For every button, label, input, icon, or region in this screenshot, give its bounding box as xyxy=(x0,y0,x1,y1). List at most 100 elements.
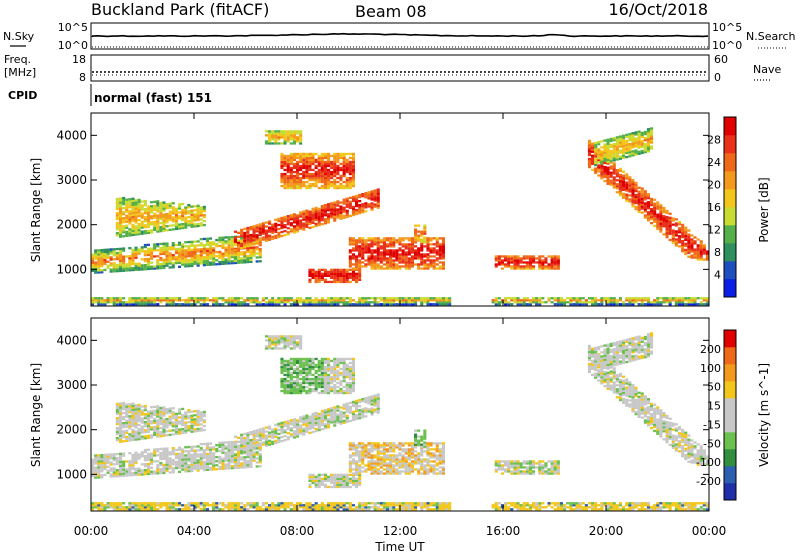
power-cell xyxy=(355,204,359,208)
power-cell xyxy=(184,241,188,244)
power-cell xyxy=(423,261,427,264)
power-cell xyxy=(255,226,259,229)
power-cell xyxy=(296,154,300,158)
power-cell xyxy=(159,205,163,209)
power-cell xyxy=(342,154,346,158)
power-cell xyxy=(665,211,669,215)
power-cell xyxy=(690,242,694,245)
power-cell xyxy=(227,262,231,265)
velocity-cell xyxy=(178,430,182,433)
power-cell xyxy=(407,301,411,304)
power-cell xyxy=(119,251,123,255)
power-cell xyxy=(370,251,374,254)
power-cell xyxy=(296,184,300,188)
power-cell xyxy=(625,299,629,302)
power-cell xyxy=(128,230,132,233)
power-cell xyxy=(528,261,532,264)
power-cell xyxy=(376,194,380,197)
power-cell xyxy=(323,186,327,190)
power-cell xyxy=(205,253,209,257)
velocity-cell xyxy=(91,464,95,468)
velocity-cell xyxy=(181,466,185,469)
power-cell xyxy=(618,299,622,302)
velocity-cell xyxy=(146,508,150,511)
velocity-cell xyxy=(205,454,209,458)
power-cell xyxy=(140,214,144,217)
power-cell xyxy=(122,265,126,268)
power-cell xyxy=(367,237,371,240)
velocity-cell xyxy=(94,474,98,477)
velocity-cell xyxy=(165,434,169,437)
velocity-cell xyxy=(140,413,144,416)
power-cell xyxy=(392,299,396,302)
power-cell xyxy=(143,260,147,263)
power-cell xyxy=(277,132,281,135)
power-cell xyxy=(227,248,231,251)
velocity-cell xyxy=(168,415,172,418)
velocity-cell xyxy=(159,463,163,467)
power-cell xyxy=(342,270,346,274)
power-cell xyxy=(162,264,166,268)
power-cell xyxy=(330,208,334,211)
velocity-cell xyxy=(178,466,182,470)
power-cell xyxy=(690,297,694,300)
power-cell xyxy=(165,297,169,300)
power-cell xyxy=(435,263,439,266)
velocity-cell xyxy=(153,433,157,437)
power-cell xyxy=(240,244,244,248)
velocity-cell xyxy=(261,429,265,432)
power-cell xyxy=(106,256,110,259)
velocity-cell xyxy=(91,466,95,470)
power-cell xyxy=(351,154,355,158)
velocity-cell xyxy=(233,466,237,470)
power-cell xyxy=(323,174,327,178)
power-cell xyxy=(600,173,604,176)
power-cell xyxy=(591,146,595,149)
power-cell xyxy=(674,301,678,304)
power-cell xyxy=(345,205,349,208)
velocity-cell xyxy=(246,508,250,511)
power-cell xyxy=(615,152,619,155)
power-cell xyxy=(323,204,327,207)
power-cell xyxy=(286,223,290,226)
velocity-cell xyxy=(249,453,253,457)
power-cell xyxy=(404,245,408,248)
velocity-cell xyxy=(122,470,126,473)
power-cell xyxy=(640,187,644,190)
velocity-cell xyxy=(196,502,200,505)
power-cell xyxy=(348,164,352,168)
power-cell xyxy=(314,301,318,304)
power-cell xyxy=(622,301,626,304)
power-cell xyxy=(292,229,296,232)
power-cell xyxy=(370,241,374,244)
power-cell xyxy=(97,299,101,302)
power-cell xyxy=(640,133,644,137)
power-cell xyxy=(134,203,138,206)
velocity-cell xyxy=(218,449,222,453)
power-cell xyxy=(386,239,390,242)
power-cell xyxy=(112,299,116,302)
power-cell xyxy=(162,213,166,216)
velocity-cell xyxy=(140,455,144,458)
velocity-cell xyxy=(202,502,206,505)
power-cell xyxy=(122,261,126,264)
power-cell xyxy=(181,249,185,252)
power-cell xyxy=(609,167,613,170)
velocity-cell xyxy=(246,439,250,443)
velocity-cell xyxy=(277,339,281,342)
power-cell xyxy=(308,301,312,304)
power-cell xyxy=(128,261,132,264)
velocity-cell xyxy=(156,431,160,434)
power-cell xyxy=(296,164,300,168)
power-cell xyxy=(131,262,135,266)
power-cell xyxy=(330,184,334,188)
velocity-cell xyxy=(106,455,110,458)
power-cell xyxy=(193,256,197,259)
power-cell xyxy=(283,297,287,300)
power-cell xyxy=(184,251,188,254)
power-cell xyxy=(348,243,352,246)
velocity-cell xyxy=(249,449,253,452)
power-cell xyxy=(646,148,650,151)
power-cell xyxy=(441,261,445,264)
velocity-cell xyxy=(171,453,175,456)
